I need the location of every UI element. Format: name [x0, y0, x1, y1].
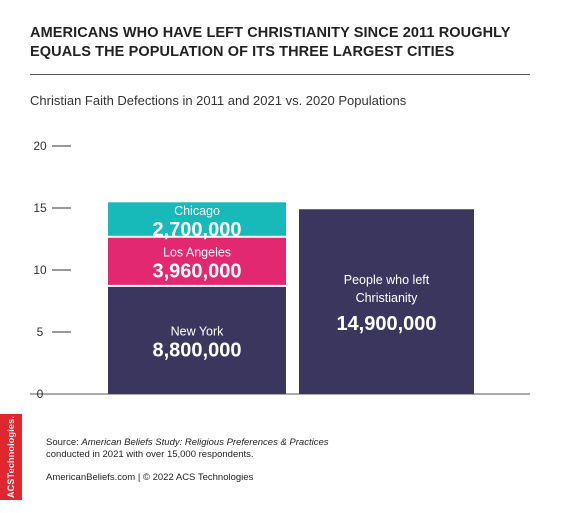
segment-value-label: 2,700,000 — [153, 219, 242, 241]
y-tick-label: 10 — [33, 263, 47, 277]
bar-value-label: 14,900,000 — [336, 313, 436, 335]
chart-title: AMERICANS WHO HAVE LEFT CHRISTIANITY SIN… — [30, 25, 511, 60]
stacked-bar-segment — [108, 286, 286, 394]
y-tick-label: 5 — [37, 325, 44, 339]
y-tick-label: 15 — [33, 201, 47, 215]
source-prefix: Source: — [46, 437, 82, 448]
y-tick-label: 0 — [37, 387, 44, 401]
bar-name-label: Christianity — [356, 291, 419, 305]
bar-name-label: People who left — [344, 273, 430, 287]
segment-value-label: 8,800,000 — [153, 339, 242, 361]
chart-subtitle: Christian Faith Defections in 2011 and 2… — [30, 93, 407, 108]
source-study: American Beliefs Study: Religious Prefer… — [81, 437, 329, 448]
source-detail: conducted in 2021 with over 15,000 respo… — [46, 449, 254, 460]
single-bar — [299, 209, 474, 394]
segment-name-label: Los Angeles — [163, 245, 231, 259]
source-note: Source: American Beliefs Study: Religiou… — [46, 437, 329, 461]
stacked-bar-segment — [108, 237, 286, 285]
title-divider — [30, 74, 530, 75]
brand-logo: ACSTechnologies. — [0, 414, 22, 500]
segment-name-label: Chicago — [174, 204, 220, 218]
segment-value-label: 3,960,000 — [153, 260, 242, 282]
footer-credit: AmericanBeliefs.com | © 2022 ACS Technol… — [46, 472, 254, 483]
stacked-bar-segment — [108, 202, 286, 236]
segment-name-label: New York — [171, 324, 225, 338]
y-tick-label: 20 — [33, 139, 47, 153]
